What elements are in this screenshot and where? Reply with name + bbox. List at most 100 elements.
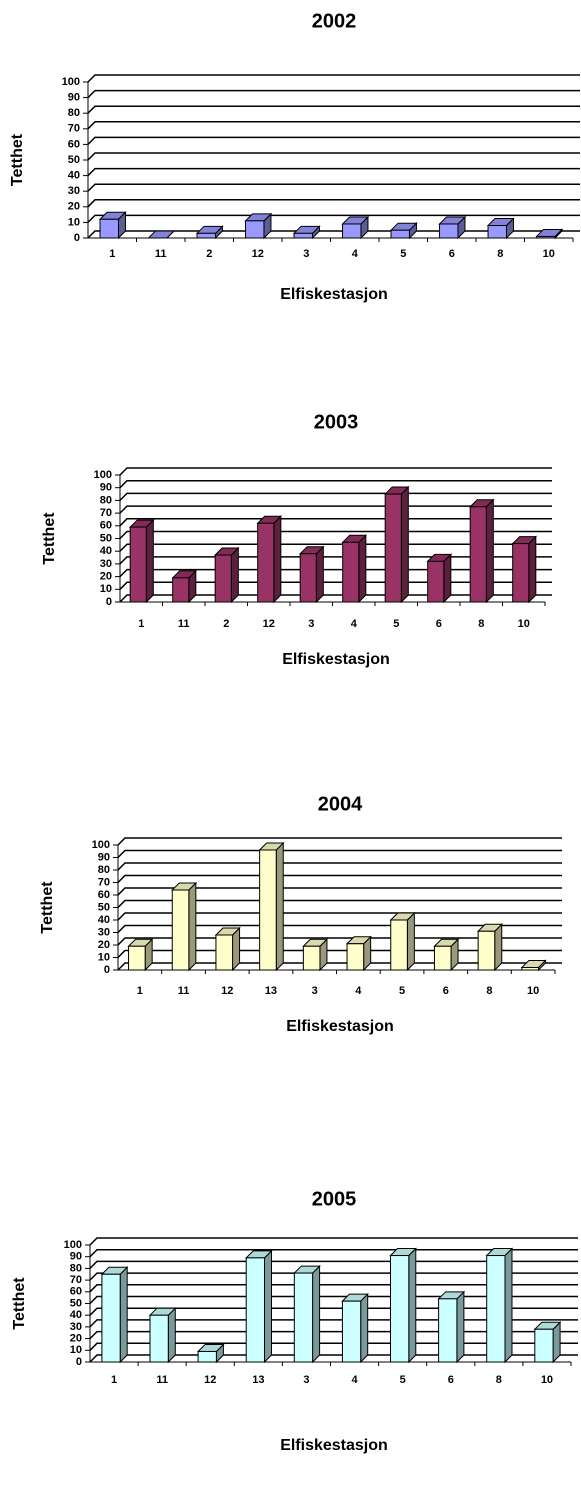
y-tick-label: 50 xyxy=(70,1297,82,1309)
bar xyxy=(197,1350,217,1363)
x-tick-label: 3 xyxy=(308,618,314,630)
bar xyxy=(342,541,360,603)
grid-line xyxy=(117,862,562,871)
x-axis-label: Elfiskestasjon xyxy=(282,651,390,668)
y-tick-label: 70 xyxy=(100,507,112,519)
bar xyxy=(257,522,275,603)
grid-line xyxy=(89,1330,578,1340)
bar xyxy=(172,577,190,603)
bar-side xyxy=(275,841,284,972)
y-tick-label: 80 xyxy=(70,1262,82,1274)
y-tick-label: 60 xyxy=(70,1286,82,1298)
grid-line xyxy=(117,962,562,971)
bar xyxy=(128,945,146,971)
y-axis-label: Tetthet xyxy=(41,512,58,565)
bar-side xyxy=(408,1247,417,1364)
bar xyxy=(171,889,190,971)
grid-line xyxy=(117,837,562,846)
x-tick-label: 5 xyxy=(400,1374,406,1386)
y-tick-label: 30 xyxy=(70,1321,82,1333)
x-tick-label: 8 xyxy=(478,618,484,630)
bar-side xyxy=(360,1292,369,1364)
grid-line xyxy=(119,518,552,527)
bar xyxy=(299,553,317,603)
y-tick-label: 10 xyxy=(70,1344,82,1356)
bar-side xyxy=(406,911,415,972)
bar xyxy=(259,849,277,971)
bar xyxy=(293,232,313,239)
bar xyxy=(390,919,408,971)
bar xyxy=(245,1257,265,1363)
x-axis-label: Elfiskestasjon xyxy=(280,286,388,303)
grid-line xyxy=(119,467,552,476)
x-tick-label: 13 xyxy=(252,1374,264,1386)
grid-line xyxy=(87,121,580,130)
x-tick-label: 2 xyxy=(206,248,212,260)
chart-title: 2002 xyxy=(312,10,357,32)
grid-line xyxy=(87,230,580,239)
y-tick-label: 0 xyxy=(76,1356,82,1368)
y-tick-label: 80 xyxy=(68,107,80,119)
y-axis-label: Tetthet xyxy=(11,1277,28,1330)
bar xyxy=(384,493,402,603)
y-tick-label: 90 xyxy=(100,482,112,494)
bar xyxy=(469,506,487,603)
bar xyxy=(439,223,459,239)
y-tick-label: 60 xyxy=(100,520,112,532)
y-tick-label: 40 xyxy=(68,170,80,182)
bar xyxy=(245,220,265,239)
bar xyxy=(477,930,496,971)
bar xyxy=(196,232,216,239)
grid-line xyxy=(89,1342,578,1351)
grid-line xyxy=(87,89,580,99)
grid-line xyxy=(89,1272,578,1281)
x-tick-label: 5 xyxy=(399,985,405,997)
chart: 2005TetthetElfiskestasjon010203040506070… xyxy=(11,1188,578,1454)
y-tick-label: 90 xyxy=(98,851,110,863)
chart: 2002 Tetthet Elfiskestasjon 0 10 20 30 40 50 60 70… xyxy=(9,10,580,303)
x-tick-label: 1 xyxy=(137,985,143,997)
x-tick-label: 3 xyxy=(312,985,318,997)
grid-line xyxy=(89,1307,578,1316)
grid-line xyxy=(87,214,580,223)
bar xyxy=(129,526,147,603)
bar-side xyxy=(312,1264,321,1364)
bar-side xyxy=(119,1266,128,1364)
y-tick-label: 80 xyxy=(100,494,112,506)
y-tick-label: 0 xyxy=(104,964,110,976)
y-tick-label: 100 xyxy=(62,76,80,88)
grid-line xyxy=(119,581,552,590)
bar xyxy=(293,1272,314,1363)
bar xyxy=(536,235,556,239)
y-tick-label: 70 xyxy=(98,876,110,888)
bar-side xyxy=(263,1249,272,1364)
y-tick-label: 80 xyxy=(98,864,110,876)
x-tick-label: 1 xyxy=(109,248,115,260)
y-tick-label: 40 xyxy=(98,914,110,926)
x-tick-label: 1 xyxy=(111,1374,117,1386)
x-tick-label: 6 xyxy=(443,985,449,997)
bar-side xyxy=(494,923,503,972)
y-tick-label: 40 xyxy=(70,1309,82,1321)
bar-side xyxy=(528,535,537,604)
y-tick-label: 30 xyxy=(100,558,112,570)
bar-side xyxy=(358,534,367,604)
grid-line xyxy=(87,136,580,145)
grid-line xyxy=(119,568,552,578)
grid-line xyxy=(117,912,562,921)
bar-side xyxy=(167,1306,176,1364)
grid-line xyxy=(89,1295,578,1305)
chart-title: 2003 xyxy=(314,411,359,433)
bar xyxy=(427,560,445,603)
x-tick-label: 11 xyxy=(178,985,190,997)
grid-line xyxy=(117,887,562,896)
grid-line xyxy=(119,530,552,540)
x-tick-label: 4 xyxy=(352,248,359,260)
y-tick-label: 60 xyxy=(68,138,80,150)
bar-side xyxy=(443,553,452,604)
grid-line xyxy=(117,937,562,946)
x-tick-label: 4 xyxy=(351,618,358,630)
x-tick-label: 1 xyxy=(138,618,144,630)
y-tick-label: 10 xyxy=(100,583,112,595)
grid-line xyxy=(89,1354,578,1363)
